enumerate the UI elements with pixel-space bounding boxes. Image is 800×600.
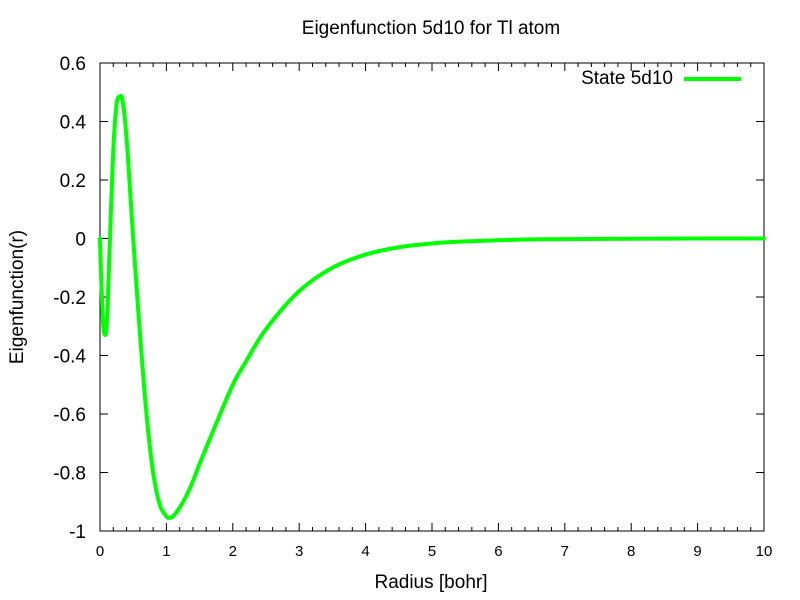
tick-labels: 0 1 2 3 4 5 6 7 8 9 10 0.6 0.4 0.2 0 -0.2 -0.4 -0.6 -0.8 -1 [53, 54, 772, 560]
x-tick-label: 6 [494, 543, 502, 560]
y-tick-label: 0.6 [60, 54, 86, 75]
x-tick-label: 0 [96, 543, 104, 560]
x-axis-label: Radius [bohr] [374, 572, 487, 593]
y-tick-label: -0.8 [53, 464, 86, 485]
y-tick-label: 0 [75, 230, 86, 251]
x-tick-label: 8 [627, 543, 635, 560]
y-tick-label: -0.6 [53, 405, 86, 426]
x-tick-label: 9 [693, 543, 701, 560]
y-tick-label: -0.2 [53, 288, 86, 309]
legend-label: State 5d10 [581, 68, 673, 89]
y-tick-label: 0.4 [60, 113, 87, 134]
x-tick-label: 1 [162, 543, 170, 560]
axis-ticks [99, 62, 765, 532]
x-tick-label: 3 [295, 543, 303, 560]
x-tick-label: 4 [361, 543, 369, 560]
y-tick-label: -0.4 [53, 347, 86, 368]
series-layer [98, 93, 766, 520]
x-tick-label: 7 [561, 543, 569, 560]
x-tick-label: 10 [756, 543, 773, 560]
y-tick-label: 0.2 [60, 171, 86, 192]
x-tick-label: 2 [229, 543, 237, 560]
series-line-state-5d10 [98, 93, 766, 520]
y-tick-label: -1 [69, 522, 86, 543]
legend: State 5d10 [581, 68, 741, 89]
x-tick-label: 5 [428, 543, 436, 560]
chart-title: Eigenfunction 5d10 for Tl atom [302, 18, 560, 39]
y-axis-label: Eigenfunction(r) [7, 230, 28, 364]
